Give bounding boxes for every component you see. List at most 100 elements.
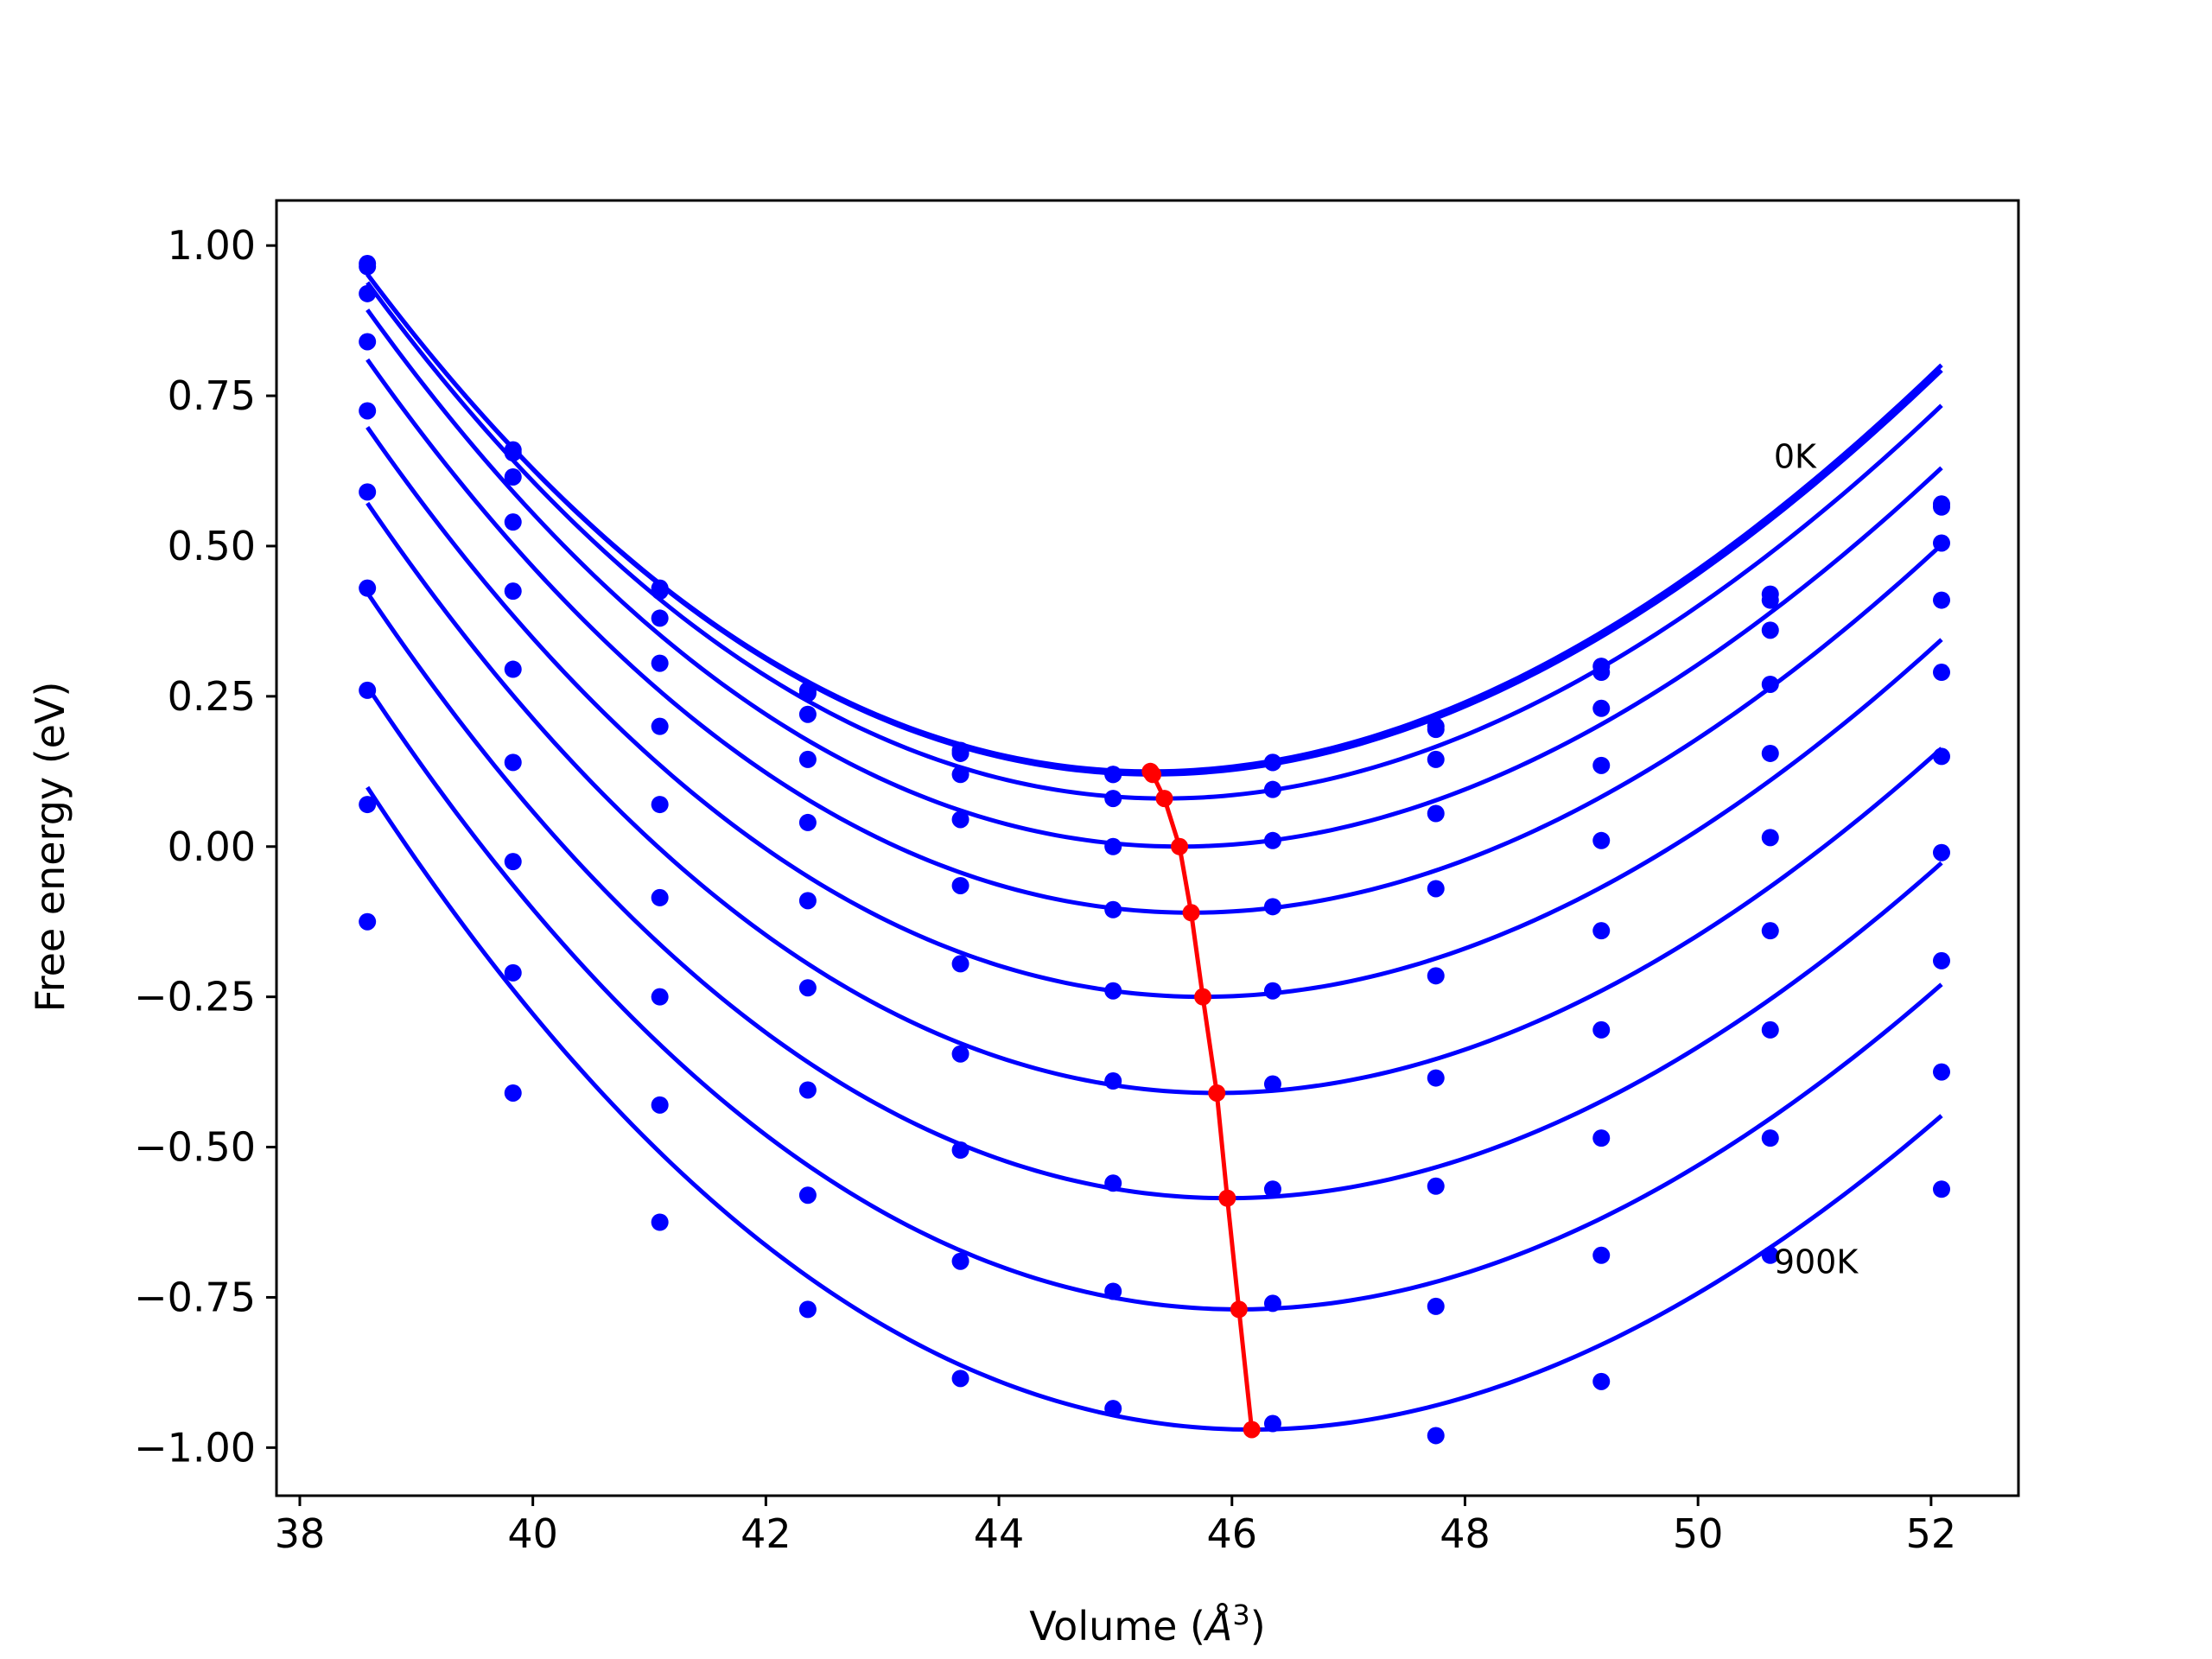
data-point-800K [1932, 1063, 1950, 1081]
y-tick-label: 0.75 [168, 372, 256, 419]
data-point-200K [1932, 534, 1950, 552]
data-point-700K [504, 853, 522, 871]
data-point-200K [504, 467, 522, 486]
y-tick-label: 1.00 [168, 222, 256, 269]
data-point-500K [651, 796, 669, 814]
y-axis: 1.00 0.75 0.50 0.25 0.00 −0.25 −0.50 −0.75 −1.00 [134, 222, 276, 1471]
equilibrium-point [1171, 837, 1189, 855]
data-point-800K [1104, 1282, 1122, 1300]
data-point-200K [1761, 621, 1779, 639]
equilibrium-point [1208, 1084, 1226, 1102]
data-point-500K [1427, 967, 1445, 985]
data-point-900K [1761, 1246, 1779, 1264]
data-point-200K [951, 766, 969, 784]
data-point-600K [1932, 843, 1950, 861]
data-point-900K [1427, 1427, 1445, 1445]
data-point-300K [1761, 675, 1779, 693]
data-point-700K [359, 681, 377, 699]
data-point-800K [1427, 1297, 1445, 1315]
data-point-900K [359, 912, 377, 931]
data-point-400K [651, 717, 669, 735]
fit-curve-900K [365, 785, 1943, 1432]
data-point-500K [951, 955, 969, 973]
equilibrium-curve [1141, 762, 1261, 1439]
data-point-300K [798, 750, 817, 768]
data-point-900K [1263, 1414, 1281, 1433]
equilibrium-line [1148, 770, 1255, 1430]
fit-curve-500K [365, 425, 1943, 1000]
data-point-900K [1104, 1400, 1122, 1418]
data-point-500K [1263, 982, 1281, 1000]
x-axis-label-prefix: Volume ( [1029, 1603, 1205, 1649]
data-point-600K [1592, 1020, 1611, 1039]
data-point-600K [1427, 1069, 1445, 1087]
data-point-200K [1592, 699, 1611, 717]
x-axis-label: Volume (Å3) [1029, 1599, 1265, 1649]
y-tick-label: −0.25 [134, 974, 256, 1020]
x-tick-label: 44 [974, 1510, 1025, 1557]
data-point-500K [1761, 829, 1779, 847]
data-point-300K [651, 654, 669, 672]
data-point-600K [951, 1045, 969, 1063]
x-axis-label-symbol: Å [1203, 1603, 1232, 1649]
data-point-500K [359, 483, 377, 501]
data-point-200K [651, 609, 669, 627]
x-tick-label: 46 [1206, 1510, 1257, 1557]
data-points [359, 255, 1950, 1445]
data-point-200K [1427, 750, 1445, 768]
fit-curve-300K [365, 308, 1943, 849]
y-tick-label: 0.25 [168, 673, 256, 720]
data-point-700K [651, 988, 669, 1006]
data-point-100K [951, 744, 969, 762]
x-axis-label-suffix: ) [1250, 1603, 1266, 1649]
equilibrium-point [1155, 790, 1173, 808]
y-tick-label: −1.00 [134, 1424, 256, 1471]
x-tick-label: 38 [275, 1510, 326, 1557]
x-tick-label: 50 [1673, 1510, 1724, 1557]
equilibrium-point [1230, 1300, 1248, 1319]
data-point-800K [1263, 1294, 1281, 1313]
data-point-300K [359, 333, 377, 351]
data-point-400K [951, 876, 969, 894]
data-point-700K [1427, 1177, 1445, 1195]
equilibrium-point [1182, 904, 1200, 922]
data-point-200K [798, 705, 817, 723]
data-point-500K [1592, 922, 1611, 940]
equilibrium-point [1144, 766, 1162, 784]
plot-area [359, 255, 1950, 1445]
data-point-300K [504, 513, 522, 531]
y-axis-label: Free energy (eV) [27, 682, 73, 1013]
data-point-700K [1932, 951, 1950, 969]
data-point-900K [798, 1300, 817, 1319]
data-point-800K [359, 796, 377, 814]
data-point-300K [1427, 804, 1445, 823]
x-axis-label-exponent: 3 [1232, 1599, 1249, 1631]
annotations: 0K 900K [1774, 438, 1859, 1281]
data-point-700K [798, 1081, 817, 1099]
x-axis: 38 40 42 44 46 48 50 52 [275, 1496, 1956, 1557]
data-point-400K [359, 402, 377, 420]
data-point-700K [951, 1141, 969, 1160]
fit-curve-200K [365, 281, 1943, 801]
data-point-500K [798, 892, 817, 910]
fit-curve-800K [365, 685, 1943, 1312]
data-point-700K [1592, 1129, 1611, 1147]
data-point-800K [504, 963, 522, 982]
data-point-800K [798, 1186, 817, 1205]
data-point-500K [1104, 982, 1122, 1000]
x-tick-label: 52 [1906, 1510, 1957, 1557]
data-point-100K [651, 582, 669, 601]
data-point-700K [1761, 1020, 1779, 1039]
data-point-800K [951, 1252, 969, 1270]
data-point-900K [651, 1213, 669, 1231]
y-tick-label: 0.50 [168, 523, 256, 569]
data-point-400K [1104, 900, 1122, 918]
data-point-600K [504, 753, 522, 772]
equilibrium-point [1194, 988, 1212, 1006]
data-point-300K [1932, 591, 1950, 609]
y-tick-label: −0.50 [134, 1124, 256, 1171]
data-point-600K [1761, 922, 1779, 940]
data-point-800K [1761, 1129, 1779, 1147]
x-tick-label: 40 [507, 1510, 558, 1557]
data-point-500K [1932, 747, 1950, 766]
